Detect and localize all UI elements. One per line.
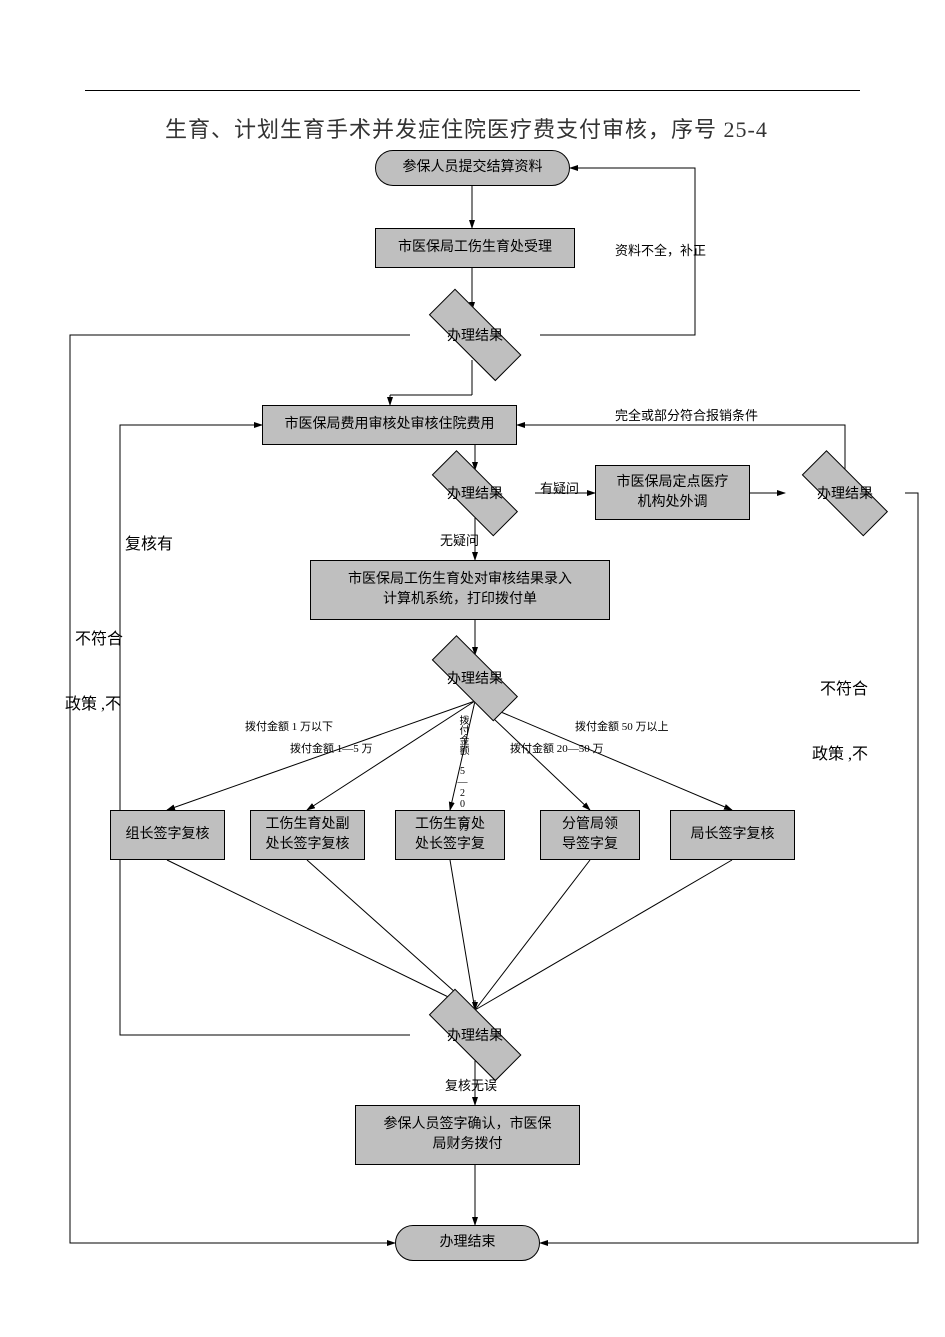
- decision-d2: 办理结果: [415, 470, 535, 516]
- label-amt3: 拨付金额 5—20 万: [455, 715, 470, 810]
- label-nocomply-left: 不符合: [75, 625, 123, 649]
- decision-d2b: 办理结果: [785, 470, 905, 516]
- process-r5: 局长签字复核: [670, 810, 795, 860]
- label-amt4: 拨付金额 20—50 万: [510, 740, 604, 756]
- label-review-error: 复核有: [125, 530, 173, 554]
- process-r3: 工伤生育处 处长签字复: [395, 810, 505, 860]
- terminator-start: 参保人员提交结算资料: [375, 150, 570, 186]
- label-ok: 复核无误: [445, 1075, 497, 1094]
- label-policy-left: 政策 ,不: [65, 690, 121, 714]
- label-query: 有疑问: [540, 478, 579, 497]
- process-r2: 工伤生育处副 处长签字复核: [250, 810, 365, 860]
- label-amt2: 拨付金额 1—5 万: [290, 740, 373, 756]
- process-ext: 市医保局定点医疗 机构处外调: [595, 465, 750, 520]
- process-audit: 市医保局费用审核处审核住院费用: [262, 405, 517, 445]
- process-r4: 分管局领 导签字复: [540, 810, 640, 860]
- label-amt1: 拨付金额 1 万以下: [245, 718, 333, 734]
- process-entry: 市医保局工伤生育处对审核结果录入 计算机系统，打印拨付单: [310, 560, 610, 620]
- decision-d3: 办理结果: [415, 655, 535, 701]
- process-pay: 参保人员签字确认，市医保 局财务拨付: [355, 1105, 580, 1165]
- label-incomplete: 资料不全，补正: [615, 240, 706, 259]
- label-noquery: 无疑问: [440, 530, 479, 549]
- process-accept: 市医保局工伤生育处受理: [375, 228, 575, 268]
- decision-d4: 办理结果: [410, 1010, 540, 1060]
- label-meets: 完全或部分符合报销条件: [615, 405, 758, 424]
- terminator-end: 办理结束: [395, 1225, 540, 1261]
- label-amt5: 拨付金额 50 万以上: [575, 718, 669, 734]
- process-r1: 组长签字复核: [110, 810, 225, 860]
- label-policy-right: 政策 ,不: [812, 740, 868, 764]
- decision-d1: 办理结果: [410, 310, 540, 360]
- label-nocomply-right: 不符合: [820, 675, 868, 699]
